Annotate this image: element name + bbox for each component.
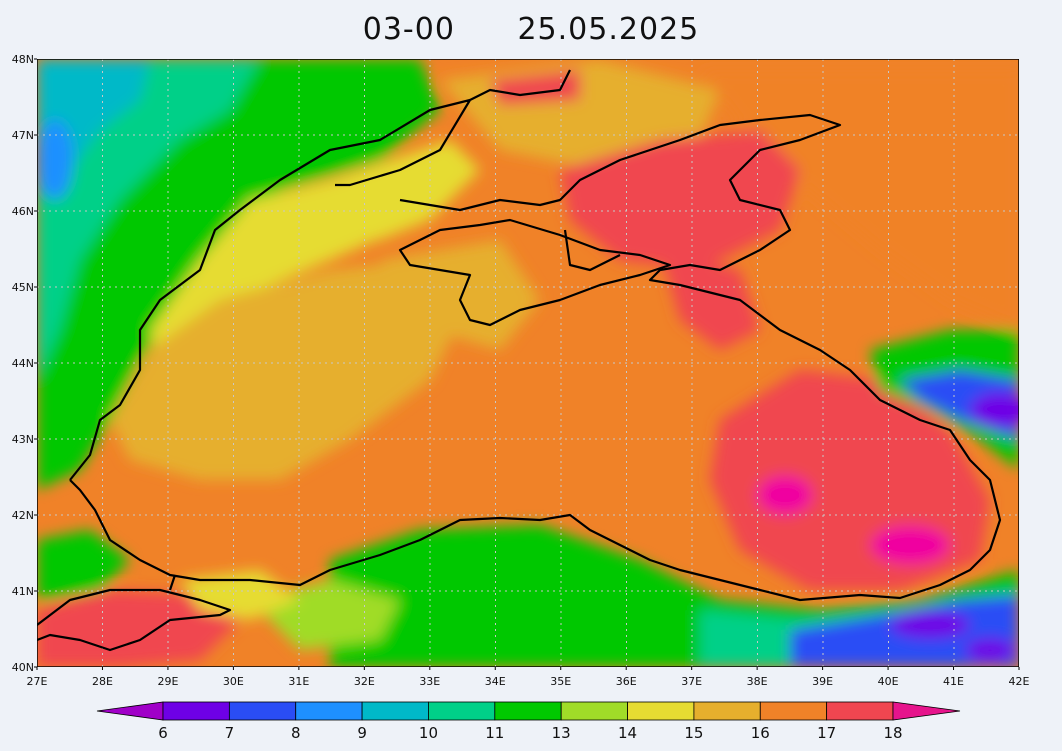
lat-label: 40N (12, 661, 34, 674)
lon-label: 38E (747, 675, 768, 688)
lat-label: 42N (12, 509, 34, 522)
lon-label: 39E (812, 675, 833, 688)
lat-label: 48N (12, 53, 34, 66)
lon-label: 31E (288, 675, 309, 688)
lat-label: 41N (12, 585, 34, 598)
title-date: 25.05.2025 (517, 12, 700, 47)
colorbar-swatch (428, 701, 496, 721)
lon-label: 33E (419, 675, 440, 688)
lon-label: 32E (354, 675, 375, 688)
colorbar-label: 13 (552, 724, 571, 742)
colorbar-label: 16 (751, 724, 770, 742)
coastline (37, 69, 1002, 652)
latitude-axis: 48N 47N 46N 45N 44N 43N 42N 41N 40N (12, 53, 37, 674)
colorbar-swatch (759, 701, 828, 721)
colorbar-swatch (494, 701, 562, 721)
lon-label: 37E (681, 675, 702, 688)
colorbar-swatch (560, 701, 628, 721)
colorbar-label: 17 (817, 724, 836, 742)
colorbar-high-arrow (892, 701, 961, 721)
lat-label: 44N (12, 357, 34, 370)
lon-label: 34E (485, 675, 506, 688)
lon-label: 29E (157, 675, 178, 688)
lon-label: 28E (92, 675, 113, 688)
lon-label: 40E (878, 675, 899, 688)
colorbar-label: 18 (883, 724, 902, 742)
map-title: 03-00 25.05.2025 (0, 12, 1062, 47)
colorbar-swatch (162, 701, 230, 721)
lat-label: 43N (12, 433, 34, 446)
colorbar: 6 7 8 9 10 11 13 14 15 16 17 18 (96, 701, 961, 742)
colorbar-label: 6 (158, 724, 168, 742)
lon-label: 41E (943, 675, 964, 688)
colorbar-swatch (826, 701, 894, 721)
temperature-field (37, 59, 1019, 667)
lat-label: 47N (12, 129, 34, 142)
lon-label: 27E (27, 675, 48, 688)
colorbar-swatch (228, 701, 297, 721)
colorbar-label: 8 (291, 724, 301, 742)
colorbar-label: 14 (618, 724, 637, 742)
title-time: 03-00 (362, 12, 455, 47)
colorbar-swatch (627, 701, 695, 721)
colorbar-swatch (361, 701, 429, 721)
colorbar-low-arrow (96, 701, 164, 721)
colorbar-label: 9 (357, 724, 367, 742)
colorbar-swatch (693, 701, 761, 721)
longitude-axis: 27E 28E 29E 30E 31E 32E 33E 34E 35E 36E 37E 38E 39E 4… (27, 667, 1030, 688)
lat-label: 45N (12, 281, 34, 294)
lon-label: 42E (1009, 675, 1030, 688)
colorbar-label: 7 (225, 724, 235, 742)
colorbar-label: 11 (485, 724, 504, 742)
colorbar-label: 10 (419, 724, 438, 742)
lon-label: 30E (223, 675, 244, 688)
lat-label: 46N (12, 205, 34, 218)
lon-label: 35E (550, 675, 571, 688)
colorbar-swatch (295, 701, 363, 721)
lon-label: 36E (616, 675, 637, 688)
colorbar-label: 15 (684, 724, 703, 742)
